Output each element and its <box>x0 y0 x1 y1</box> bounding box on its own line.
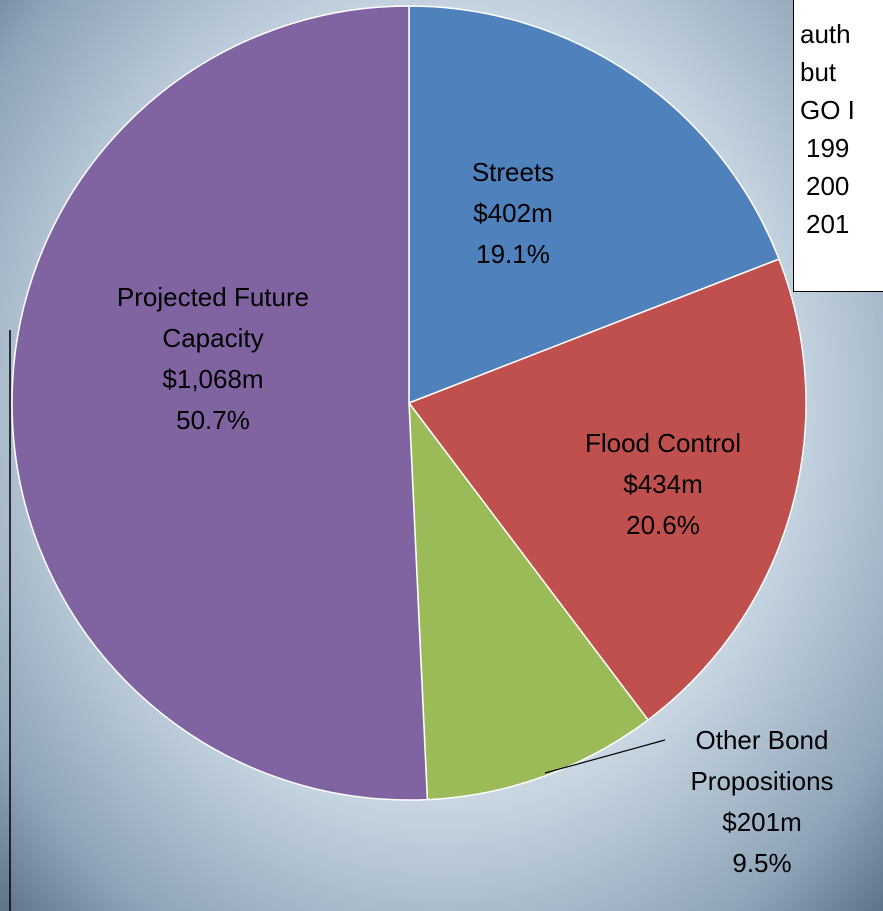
percent-label: 20.6% <box>533 505 793 546</box>
annotation-line: 199 <box>800 129 883 167</box>
annotation-line: 200 <box>800 167 883 205</box>
category-label: Other Bond Propositions <box>652 720 872 802</box>
value-label: $402m <box>413 193 613 234</box>
value-label: $1,068m <box>73 359 353 400</box>
value-label: $434m <box>533 464 793 505</box>
slide: authbutGO I199200201 Streets$402m19.1% Fl… <box>0 0 883 911</box>
annotation-line: auth <box>800 15 883 53</box>
annotation-line: 201 <box>800 205 883 243</box>
value-label: $201m <box>652 802 872 843</box>
category-label: Projected Future Capacity <box>73 277 353 359</box>
percent-label: 19.1% <box>413 234 613 275</box>
annotation-line: but <box>800 53 883 91</box>
percent-label: 50.7% <box>73 400 353 441</box>
category-label: Streets <box>413 152 613 193</box>
percent-label: 9.5% <box>652 843 872 884</box>
annotation-line: GO I <box>800 91 883 129</box>
category-label: Flood Control <box>533 423 793 464</box>
